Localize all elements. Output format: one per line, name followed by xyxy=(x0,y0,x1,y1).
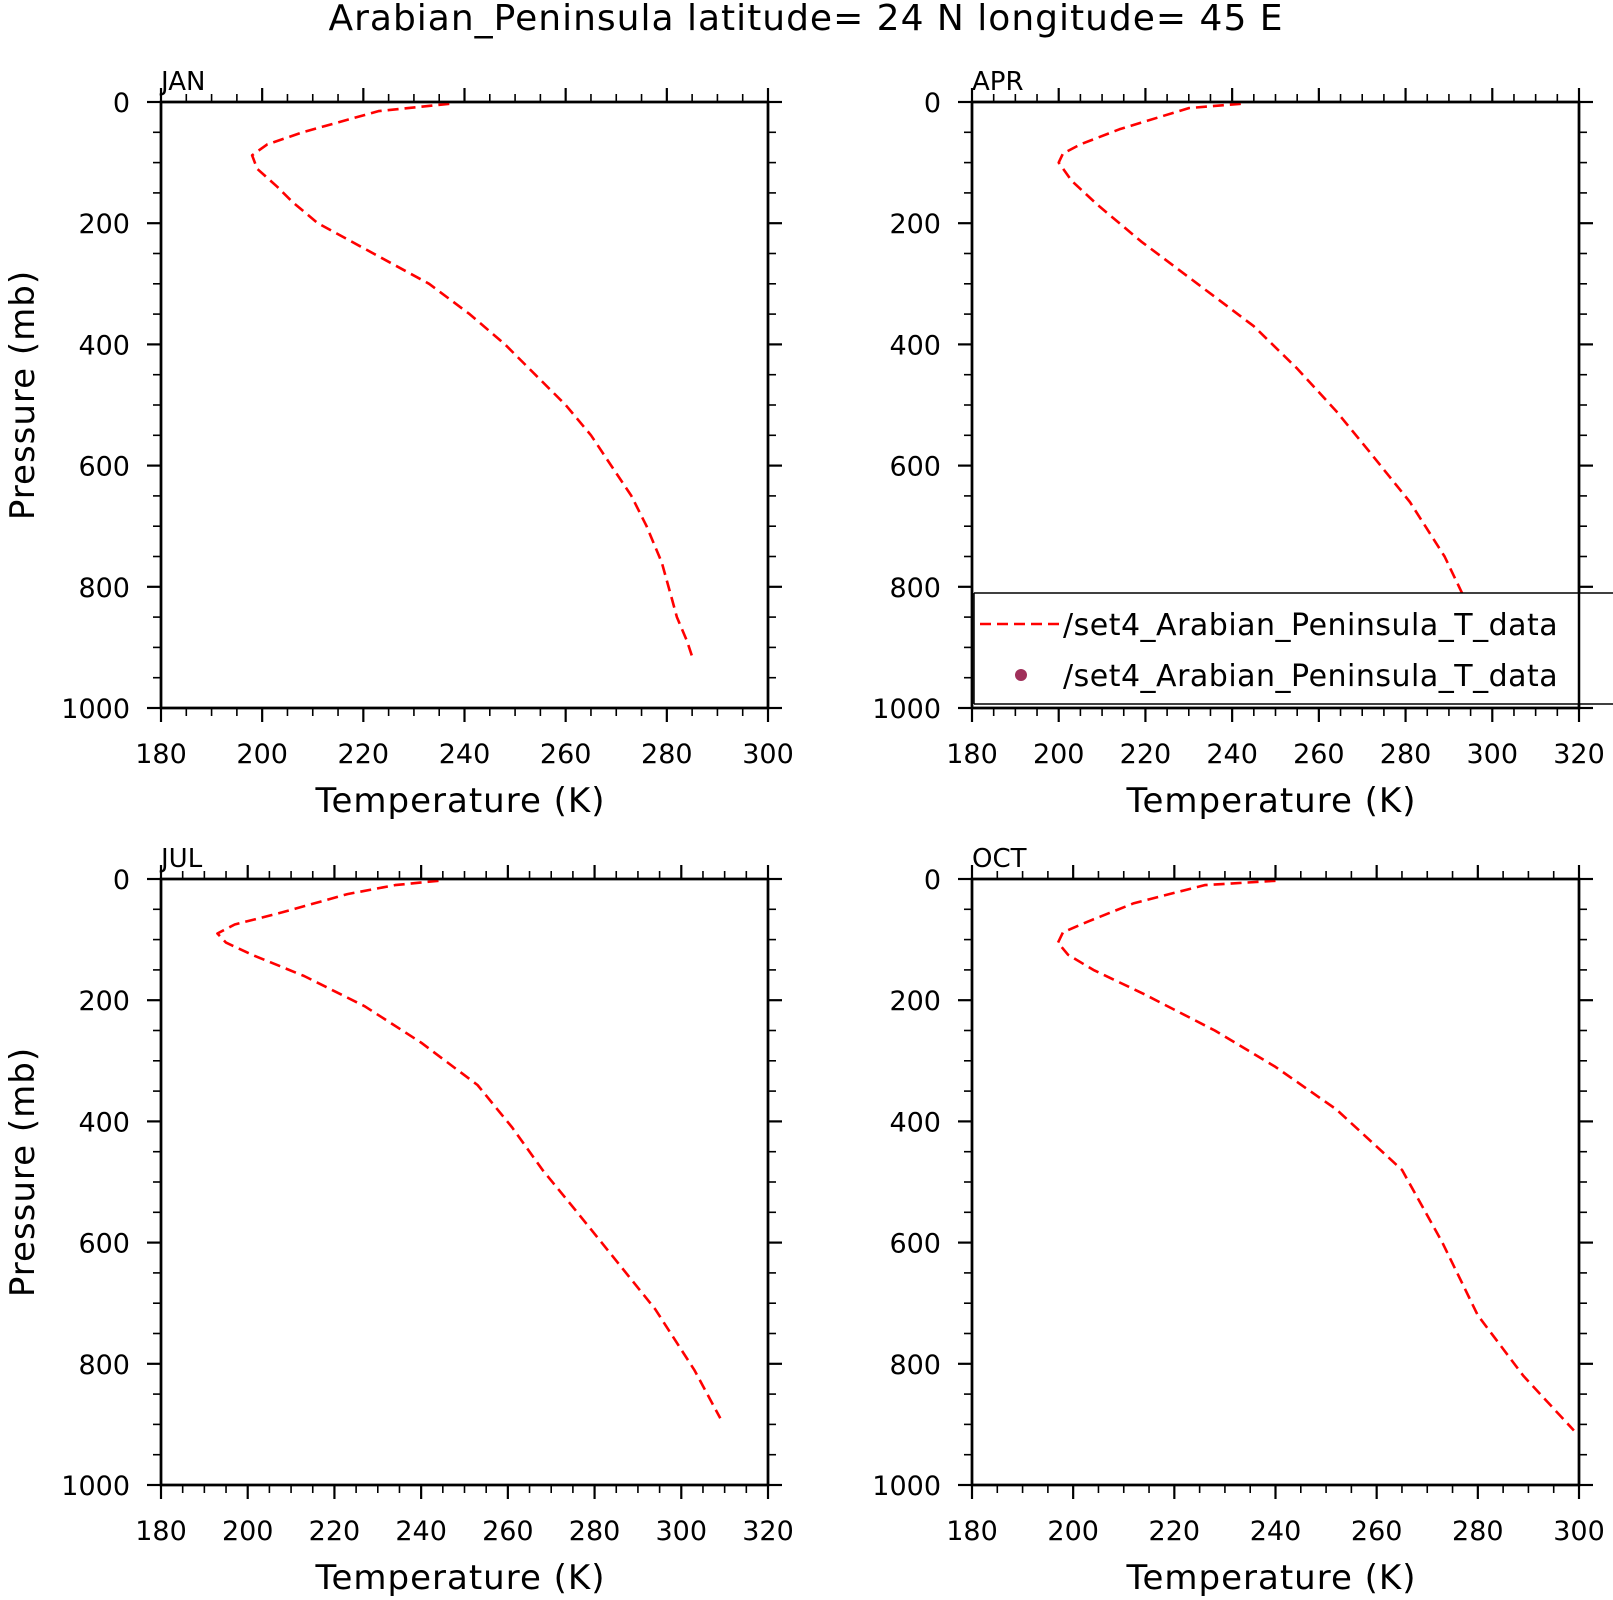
x-axis-label: Temperature (K) xyxy=(1125,1558,1416,1598)
x-tick-label: 280 xyxy=(1452,1516,1504,1547)
y-tick-label: 600 xyxy=(889,452,941,483)
y-tick-label: 400 xyxy=(889,1107,941,1138)
series-line-0 xyxy=(250,102,694,657)
x-tick-label: 220 xyxy=(1120,739,1172,770)
legend-entry-label: /set4_Arabian_Peninsula_T_data xyxy=(1063,608,1558,643)
series-line-0 xyxy=(1057,102,1490,654)
series-line-0 xyxy=(216,879,722,1419)
x-tick-label: 280 xyxy=(1380,739,1432,770)
x-axis-label: Temperature (K) xyxy=(314,781,605,821)
x-tick-label: 320 xyxy=(742,1516,794,1547)
y-tick-label: 0 xyxy=(924,88,941,119)
y-tick-label: 0 xyxy=(113,865,130,896)
x-tick-label: 220 xyxy=(338,739,390,770)
plot-frame-overlay xyxy=(970,100,1581,710)
x-tick-label: 320 xyxy=(1553,739,1605,770)
x-tick-label: 260 xyxy=(1293,739,1345,770)
y-tick-label: 200 xyxy=(78,209,130,240)
y-tick-label: 200 xyxy=(889,209,941,240)
x-tick-label: 220 xyxy=(1149,1516,1201,1547)
y-tick-label: 200 xyxy=(889,986,941,1017)
y-tick-label: 0 xyxy=(924,865,941,896)
x-tick-label: 300 xyxy=(742,739,794,770)
y-tick-label: 800 xyxy=(889,1350,941,1381)
panel-label: JUL xyxy=(159,844,203,874)
x-tick-label: 240 xyxy=(1250,1516,1302,1547)
x-tick-label: 280 xyxy=(641,739,693,770)
y-tick-label: 0 xyxy=(113,88,130,119)
y-tick-label: 400 xyxy=(889,330,941,361)
x-tick-label: 280 xyxy=(569,1516,621,1547)
y-tick-label: 1000 xyxy=(61,694,130,725)
plot-frame-overlay xyxy=(159,877,770,1487)
legend-marker-dot xyxy=(1015,669,1027,681)
panel-jan: JAN 180 200 220 240 260 280 300 0 200 400 600 800 100… xyxy=(3,67,794,821)
x-tick-label: 180 xyxy=(135,739,187,770)
panel-label: APR xyxy=(972,67,1024,97)
y-tick-label: 400 xyxy=(78,330,130,361)
x-tick-label: 260 xyxy=(540,739,592,770)
x-axis-label: Temperature (K) xyxy=(1125,781,1416,821)
plot-frame-overlay xyxy=(970,877,1581,1487)
x-tick-label: 200 xyxy=(1047,1516,1099,1547)
x-tick-label: 260 xyxy=(1351,1516,1403,1547)
plot-frame-overlay xyxy=(159,100,770,710)
panel-oct: OCT 180 200 220 240 260 280 300 0 200 400 600 800 100… xyxy=(872,844,1604,1598)
legend-background xyxy=(974,593,1613,704)
x-tick-label: 300 xyxy=(1467,739,1519,770)
y-tick-label: 1000 xyxy=(872,694,941,725)
panel-label: OCT xyxy=(972,844,1027,874)
x-axis-label: Temperature (K) xyxy=(314,1558,605,1598)
x-tick-label: 300 xyxy=(1553,1516,1605,1547)
x-tick-label: 300 xyxy=(656,1516,708,1547)
y-tick-label: 600 xyxy=(889,1229,941,1260)
x-tick-label: 180 xyxy=(946,1516,998,1547)
panel-label: JAN xyxy=(159,67,205,97)
y-tick-label: 1000 xyxy=(61,1471,130,1502)
y-axis-label: Pressure (mb) xyxy=(3,1047,43,1297)
y-tick-label: 800 xyxy=(78,1350,130,1381)
y-tick-label: 1000 xyxy=(872,1471,941,1502)
x-tick-label: 240 xyxy=(1206,739,1258,770)
x-tick-label: 220 xyxy=(309,1516,361,1547)
y-axis-label: Pressure (mb) xyxy=(3,270,43,520)
x-tick-label: 200 xyxy=(236,739,288,770)
series-line-0 xyxy=(1056,879,1575,1432)
plot-frame xyxy=(970,877,1581,1487)
panel-jul: JUL 180 200 220 240 260 280 300 320 0 200 400 600 800… xyxy=(3,844,794,1598)
x-tick-label: 260 xyxy=(482,1516,534,1547)
x-tick-label: 240 xyxy=(395,1516,447,1547)
y-tick-label: 400 xyxy=(78,1107,130,1138)
figure-title: Arabian_Peninsula latitude= 24 N longitu… xyxy=(328,0,1283,39)
legend: /set4_Arabian_Peninsula_T_data/set4_Arab… xyxy=(973,592,1613,705)
y-tick-label: 600 xyxy=(78,1229,130,1260)
y-tick-label: 200 xyxy=(78,986,130,1017)
panel-apr: APR 180 200 220 240 260 280 300 320 0 200 400 600 800… xyxy=(872,67,1613,821)
y-tick-label: 600 xyxy=(78,452,130,483)
y-tick-label: 800 xyxy=(78,573,130,604)
x-tick-label: 200 xyxy=(1033,739,1085,770)
panels: JAN 180 200 220 240 260 280 300 0 200 400 600 800 100… xyxy=(3,67,1613,1598)
plot-frame xyxy=(159,877,770,1487)
x-tick-label: 180 xyxy=(946,739,998,770)
x-tick-label: 200 xyxy=(222,1516,274,1547)
legend-entry-label: /set4_Arabian_Peninsula_T_data xyxy=(1063,659,1558,694)
x-tick-label: 240 xyxy=(439,739,491,770)
y-tick-label: 800 xyxy=(889,573,941,604)
x-tick-label: 180 xyxy=(135,1516,187,1547)
